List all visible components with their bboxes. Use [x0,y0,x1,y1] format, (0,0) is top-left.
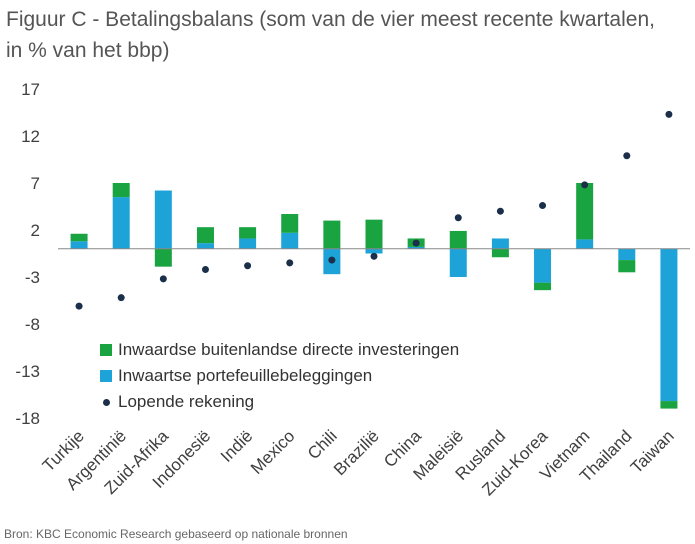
legend-label-portfolio: Inwaartse portefeuillebeleggingen [118,366,373,385]
legend-swatch-fdi [100,344,112,356]
bar-fdi [323,220,341,249]
dot-current-account [370,252,378,260]
dot-current-account [539,202,547,210]
bar-portfolio [534,248,552,283]
bar-fdi [534,282,552,291]
bar-portfolio [154,190,172,249]
dot-current-account [328,256,336,264]
bar-portfolio [281,232,299,249]
chart-title: Figuur C - Betalingsbalans (som van de v… [6,4,691,66]
bar-portfolio [407,246,425,249]
y-tick-label: 2 [31,221,40,240]
bar-portfolio [660,248,678,402]
dot-current-account [454,214,462,222]
dot-current-account [665,110,673,118]
bar-portfolio [576,239,594,249]
chart-title-line2: in % van het bbp) [6,39,170,62]
dot-current-account [159,275,167,283]
dot-current-account [412,239,420,247]
bar-fdi [239,227,257,239]
x-tick-label: Mexico [247,426,299,478]
bar-fdi [491,248,509,258]
bar-portfolio [70,241,88,249]
y-tick-label: -8 [25,315,40,334]
bar-fdi [660,401,678,409]
bar-portfolio [239,238,257,249]
bar-fdi [112,183,130,198]
bar-portfolio [618,248,636,261]
bar-portfolio [365,248,383,254]
source-note: Bron: KBC Economic Research gebaseerd op… [4,527,348,541]
dot-current-account [201,265,209,273]
legend: Inwaardse buitenlandse directe investeri… [100,337,459,415]
bar-portfolio [112,197,130,249]
y-tick-label: -18 [15,409,40,428]
x-tick-label: Chili [304,426,341,463]
bar-fdi [70,233,88,242]
bar-fdi [449,230,467,249]
bar-fdi [281,214,299,233]
legend-item-current-account: Lopende rekening [100,389,459,415]
bar-fdi [196,227,214,244]
dot-current-account [623,152,631,160]
bar-portfolio [491,238,509,249]
legend-item-fdi: Inwaardse buitenlandse directe investeri… [100,337,459,363]
y-tick-label: 17 [21,80,40,99]
y-tick-label: 12 [21,127,40,146]
x-tick-label: Brazilië [330,426,383,479]
legend-item-portfolio: Inwaartse portefeuillebeleggingen [100,363,459,389]
dot-current-account [496,207,504,215]
dot-current-account [244,262,252,270]
legend-label-current-account: Lopende rekening [118,392,255,411]
y-tick-label: 7 [31,174,40,193]
bar-fdi [618,260,636,273]
bar-fdi [576,183,594,240]
x-tick-label: Taiwan [627,426,678,477]
dot-current-account [75,302,83,310]
bar-portfolio [196,243,214,249]
dot-current-account [581,181,589,189]
legend-swatch-portfolio [100,370,112,382]
legend-marker-current-account [103,398,110,406]
dot-current-account [117,294,125,302]
bar-fdi [154,248,172,267]
bar-portfolio [449,248,467,277]
legend-label-fdi: Inwaardse buitenlandse directe investeri… [118,340,460,359]
dot-current-account [286,259,294,267]
y-tick-label: -3 [25,268,40,287]
bar-fdi [365,219,383,249]
y-tick-label: -13 [15,362,40,381]
chart-title-line1: Figuur C - Betalingsbalans (som van de v… [6,8,655,31]
